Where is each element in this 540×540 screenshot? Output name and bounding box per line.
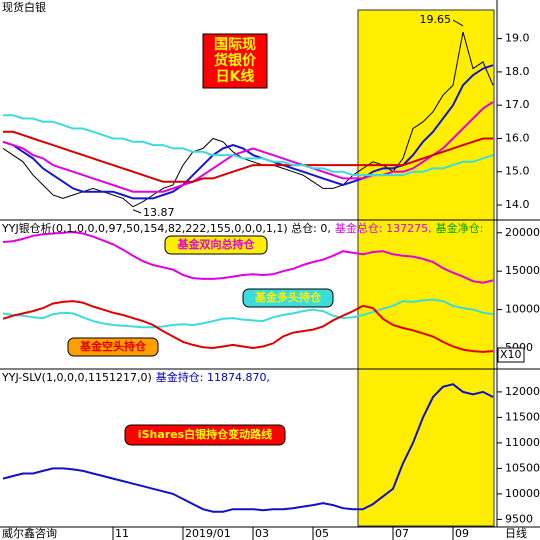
unit-label: X10 — [500, 348, 522, 361]
y-tick-label: 12000 — [505, 385, 540, 398]
x-tick-label: 09 — [455, 527, 469, 540]
header-part: 基金持仓: 11874.870, — [156, 370, 270, 384]
legend-box — [164, 235, 268, 255]
y-tick-label: 20000 — [505, 226, 540, 239]
header-part: YYJ银仓析(0,1,0,0,0,97,50,154,82,222,155,0,… — [1, 221, 331, 235]
label-box — [202, 33, 268, 89]
y-tick-label: 9500 — [505, 512, 533, 525]
series-line — [2, 64, 494, 200]
x-tick-label: 05 — [315, 527, 329, 540]
x-tick-label: 03 — [255, 527, 269, 540]
legend-box — [67, 337, 159, 357]
label-text: iShares白银持仓变动路线 — [138, 427, 272, 441]
y-tick-label: 10000 — [505, 487, 540, 500]
x-axis-label: 日线 — [505, 526, 527, 540]
y-tick-label: 11000 — [505, 436, 540, 449]
header-part: 基金净仓: — [436, 221, 484, 235]
series-line — [2, 300, 494, 353]
annotation-pointer — [132, 209, 142, 214]
series-line — [2, 230, 494, 284]
x-tick-label: 11 — [115, 527, 129, 540]
panel-header: YYJ-SLV(1,0,0,0,1151217,0) 基金持仓: 11874.87… — [1, 370, 270, 384]
y-tick-label: 14.0 — [505, 198, 530, 211]
unit-box — [497, 347, 525, 363]
legend-label: 基金双向总持仓 — [177, 237, 256, 251]
label-text: 国际现 — [214, 37, 256, 53]
legend-label: 基金空头持仓 — [79, 339, 147, 353]
x-tick-label: 2019/01 — [185, 527, 231, 540]
y-tick-label: 18.0 — [505, 65, 530, 78]
y-tick-label: 16.0 — [505, 131, 530, 144]
y-tick-label: 15000 — [505, 264, 540, 277]
y-tick-label: 15.0 — [505, 165, 530, 178]
annotation: 13.87 — [143, 206, 175, 219]
header-part: YYJ-SLV(1,0,0,0,1151217,0) — [1, 371, 152, 384]
annotation-pointer — [452, 19, 464, 27]
series-line — [2, 101, 494, 193]
y-tick-label: 17.0 — [505, 98, 530, 111]
label-text: 日K线 — [216, 68, 255, 85]
highlight-period — [357, 9, 495, 527]
label-text: 货银价 — [213, 52, 257, 69]
y-tick-label: 19.0 — [505, 32, 530, 45]
series-line — [3, 114, 494, 177]
y-tick-label: 10500 — [505, 461, 540, 474]
chart-title: 现货白银 — [2, 0, 46, 14]
label-box — [124, 424, 286, 446]
brand: 威尔鑫咨询 — [2, 526, 57, 540]
series-line — [2, 383, 494, 513]
y-tick-label: 11500 — [505, 410, 540, 423]
legend-box — [242, 288, 334, 308]
series-line — [3, 130, 493, 183]
y-tick-label: 10000 — [505, 303, 540, 316]
series-line — [2, 298, 494, 329]
panel-header: YYJ银仓析(0,1,0,0,0,97,50,154,82,222,155,0,… — [1, 221, 483, 235]
annotation: 19.65 — [420, 13, 452, 26]
header-part: 基金总仓: 137275, — [335, 221, 432, 235]
x-tick-label: 07 — [395, 527, 409, 540]
legend-label: 基金多头持仓 — [254, 290, 322, 304]
